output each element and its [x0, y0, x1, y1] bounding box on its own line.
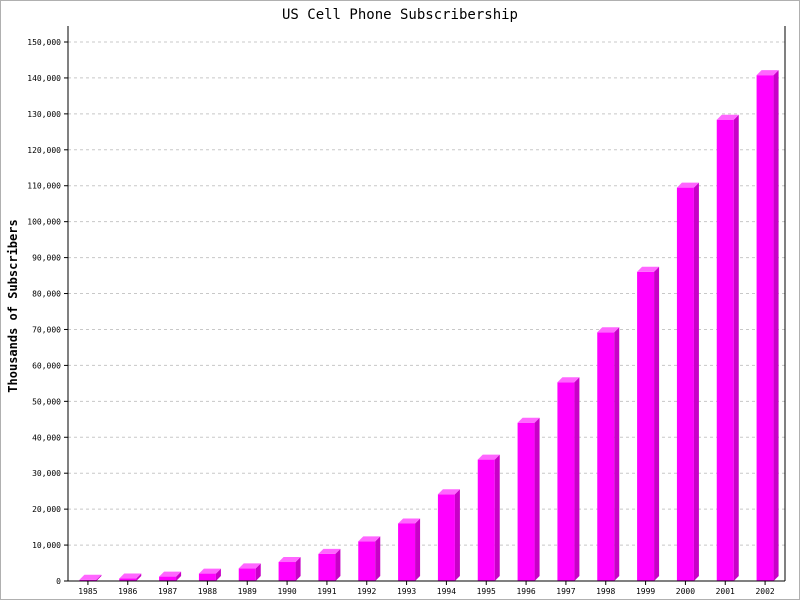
- x-tick-label: 1991: [317, 587, 336, 596]
- axes: [64, 26, 786, 585]
- bar: [79, 579, 97, 581]
- bar-top: [517, 417, 540, 423]
- bar: [477, 459, 495, 581]
- x-tick-label: 1988: [198, 587, 217, 596]
- y-tick-label: 20,000: [32, 505, 61, 514]
- x-tick-label: 1985: [78, 587, 97, 596]
- bar-side: [693, 182, 699, 581]
- bar-top: [79, 574, 102, 580]
- bar-top: [278, 557, 301, 563]
- x-tick-label: 1989: [238, 587, 257, 596]
- bar-side: [295, 557, 301, 581]
- bar-side: [534, 417, 540, 581]
- x-tick-label: 1993: [397, 587, 416, 596]
- bar-top: [119, 573, 142, 579]
- bar-top: [318, 548, 341, 554]
- x-tick-label: 2002: [755, 587, 774, 596]
- bar: [398, 523, 416, 581]
- bar-side: [454, 489, 460, 581]
- y-tick-label: 80,000: [32, 290, 61, 299]
- bar-top: [238, 563, 261, 569]
- bar: [278, 562, 296, 581]
- bar: [198, 573, 216, 581]
- bar-top: [477, 454, 500, 460]
- y-tick-label: 60,000: [32, 361, 61, 370]
- y-axis-label: Thousands of Subscribers: [6, 219, 20, 392]
- x-tick-label: 1990: [277, 587, 296, 596]
- y-tick-label: 70,000: [32, 325, 61, 334]
- bar-side: [733, 114, 739, 581]
- y-tick-label: 0: [56, 577, 61, 586]
- bar-top: [198, 568, 221, 574]
- x-tick-label: 1995: [477, 587, 496, 596]
- bar-top: [676, 182, 699, 188]
- x-tick-label: 1994: [437, 587, 456, 596]
- bar-side: [494, 454, 500, 581]
- y-tick-label: 90,000: [32, 254, 61, 263]
- bars: [79, 70, 779, 581]
- x-tick-label: 1998: [596, 587, 615, 596]
- chart-title: US Cell Phone Subscribership: [282, 7, 518, 23]
- bar-top: [358, 536, 381, 542]
- bar-top: [159, 571, 182, 577]
- bar-side: [335, 548, 341, 581]
- y-tick-label: 50,000: [32, 397, 61, 406]
- bar: [159, 576, 177, 581]
- bar: [597, 332, 615, 581]
- x-tick-label: 2001: [716, 587, 735, 596]
- bar: [358, 541, 376, 581]
- bar: [716, 119, 734, 581]
- y-tick-labels: 0 10,000 20,000 30,000 40,000 50,000 60,000 70,…: [27, 38, 61, 586]
- y-tick-label: 100,000: [27, 218, 61, 227]
- bar: [238, 568, 256, 581]
- bar-top: [756, 70, 779, 76]
- x-tick-label: 2000: [676, 587, 695, 596]
- bar: [557, 382, 575, 581]
- y-tick-label: 130,000: [27, 110, 61, 119]
- bar-side: [176, 571, 182, 581]
- bar: [756, 75, 774, 581]
- bar-side: [614, 327, 620, 581]
- bar: [517, 422, 535, 581]
- bar: [119, 578, 137, 581]
- y-tick-label: 40,000: [32, 433, 61, 442]
- y-tick-label: 140,000: [27, 74, 61, 83]
- x-tick-label: 1992: [357, 587, 376, 596]
- y-tick-label: 10,000: [32, 541, 61, 550]
- bar-side: [255, 563, 261, 581]
- bar-side: [654, 266, 660, 581]
- bar: [676, 187, 694, 581]
- bar-top: [637, 266, 660, 272]
- y-tick-label: 150,000: [27, 38, 61, 47]
- bar-top: [716, 114, 739, 120]
- y-tick-label: 110,000: [27, 182, 61, 191]
- bar-side: [136, 573, 142, 581]
- bar-side: [415, 518, 421, 581]
- bar-side: [375, 536, 381, 581]
- bar-side: [773, 70, 779, 581]
- bar-top: [437, 489, 460, 495]
- bar-side: [96, 574, 102, 581]
- y-tick-label: 120,000: [27, 146, 61, 155]
- x-tick-label: 1986: [118, 587, 137, 596]
- bar-side: [574, 377, 580, 581]
- y-tick-label: 30,000: [32, 469, 61, 478]
- bar-top: [597, 327, 620, 333]
- bar-side: [215, 568, 221, 581]
- bar: [637, 271, 655, 581]
- x-tick-label: 1987: [158, 587, 177, 596]
- x-tick-label: 1999: [636, 587, 655, 596]
- x-tick-label: 1996: [516, 587, 535, 596]
- x-tick-labels: 1985 1986 1987 1988 1989 1990 1991 1992 1993 1994…: [78, 587, 775, 596]
- bar-top: [557, 377, 580, 383]
- bar-top: [398, 518, 421, 524]
- bar: [437, 494, 455, 581]
- bar: [318, 553, 336, 581]
- x-tick-label: 1997: [556, 587, 575, 596]
